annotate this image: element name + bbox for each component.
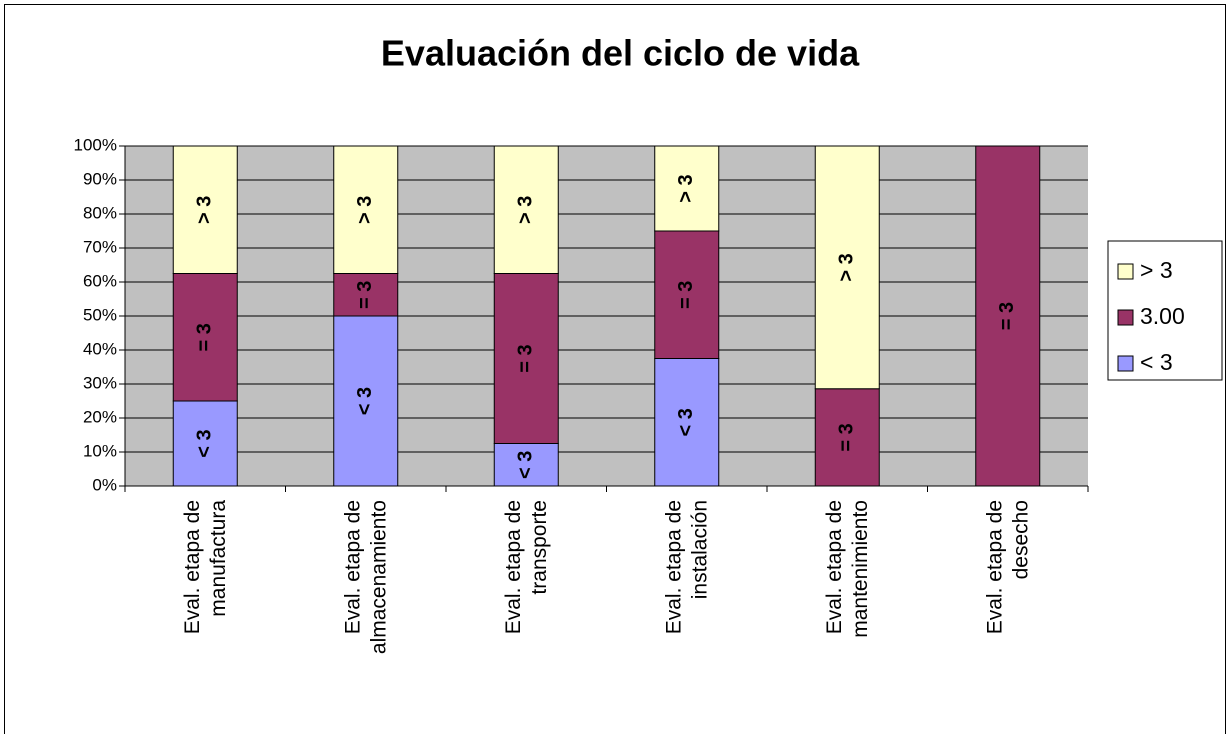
bar-segment [493,145,559,274]
y-tick-label: 20% [83,407,117,426]
x-tick-label: Eval. etapa de [823,500,846,634]
data-label: > 3 [194,196,216,224]
data-label: < 3 [515,451,537,479]
legend-label: 3.00 [1140,303,1185,329]
y-tick-label: 100% [74,135,117,154]
bar-segment [172,400,238,487]
y-tick-label: 30% [83,373,117,392]
legend-swatch [1117,355,1134,372]
bar-segment [333,273,399,317]
data-label: = 3 [354,281,376,309]
x-tick-label: desecho [1009,500,1032,579]
x-tick-label: almacenamiento [367,500,390,654]
y-tick-label: 50% [83,305,117,324]
data-label: = 3 [194,323,216,351]
data-label: = 3 [515,344,537,372]
x-tick-label: Eval. etapa de [341,500,364,634]
x-tick-label: Eval. etapa de [502,500,525,634]
x-tick-label: transporte [528,500,551,595]
data-label: < 3 [675,408,697,436]
bar-segment [814,388,880,487]
x-tick-label: Eval. etapa de [181,500,204,634]
x-tick-label: Eval. etapa de [662,500,685,634]
legend-label: < 3 [1140,349,1173,375]
bar-segment [814,145,880,390]
y-tick-label: 70% [83,237,117,256]
bar-segment [172,145,238,274]
x-tick-label: manufactura [207,500,230,617]
x-tick-label: instalación [688,500,711,599]
x-tick-label: Eval. etapa de [983,500,1006,634]
bar-segment [333,315,399,487]
y-tick-label: 80% [83,203,117,222]
y-tick-label: 10% [83,441,117,460]
data-label: > 3 [354,196,376,224]
legend-label: > 3 [1140,257,1173,283]
y-tick-label: 60% [83,271,117,290]
y-tick-label: 40% [83,339,117,358]
bar-segment [975,145,1041,487]
bar-segment [333,145,399,274]
data-label: > 3 [836,253,858,281]
bar-segment [172,273,238,402]
bar-segment [493,273,559,444]
data-label: = 3 [996,302,1018,330]
data-label: < 3 [194,429,216,457]
y-tick-label: 0% [92,475,117,494]
y-tick-label: 90% [83,169,117,188]
bar-segment [493,443,559,487]
legend-swatch [1117,263,1134,280]
bar-segment [654,230,720,359]
data-label: < 3 [354,387,376,415]
bar-segment [654,145,720,232]
bar-segment [654,358,720,487]
x-tick-label: mantenimiento [849,500,872,638]
legend-swatch [1117,309,1134,326]
data-label: = 3 [675,281,697,309]
chart-title: Evaluación del ciclo de vida [381,33,860,74]
data-label: > 3 [675,174,697,202]
data-label: = 3 [836,423,858,451]
data-label: > 3 [515,196,537,224]
